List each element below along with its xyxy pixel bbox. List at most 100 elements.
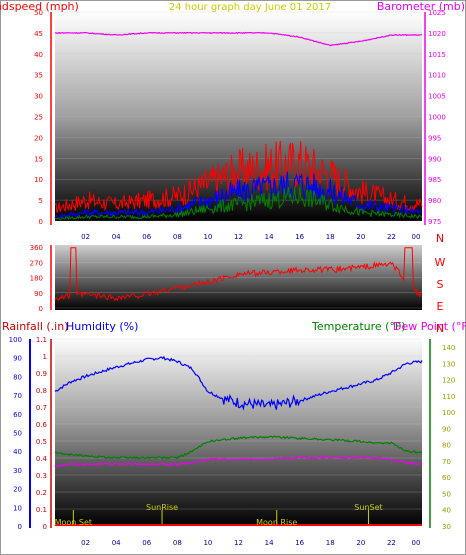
rainfall-tick-label: 0.1 (36, 506, 47, 514)
barometer-tick-label: 1000 (428, 114, 446, 122)
temperature-tick-label: 30 (442, 523, 451, 531)
rainfall-tick-label: 0 (43, 523, 47, 531)
bottom-series-line-blue (54, 355, 423, 411)
bottom-x-tick-label: 14 (265, 539, 274, 547)
top-x-tick-label: 20 (356, 233, 365, 241)
direction-tick-label: 270 (30, 259, 43, 267)
bottom-x-tick-label: 02 (81, 539, 90, 547)
windspeed-tick-label: 10 (34, 176, 43, 184)
windspeed-tick-label: 40 (34, 51, 43, 59)
humidity-tick-label: 30 (13, 467, 22, 475)
temperature-axis-label: Temperature (°F) (311, 320, 406, 333)
bottom-series-line-green (54, 435, 423, 460)
bottom-x-tick-label: 10 (203, 539, 212, 547)
event-label: SunRise (146, 503, 178, 512)
temperature-tick-label: 100 (442, 409, 455, 417)
humidity-tick-label: 10 (13, 504, 22, 512)
wind-series-line-green (54, 186, 423, 221)
top-x-tick-label: 14 (265, 233, 274, 241)
wind-series-line-red (54, 140, 423, 214)
barometer-tick-label: 980 (428, 197, 441, 205)
series-layer (54, 31, 423, 526)
barometer-tick-label: 975 (428, 218, 441, 226)
bottom-x-tick-label: 12 (234, 539, 243, 547)
direction-tick-label: 0 (39, 305, 43, 313)
top-x-tick-label: 02 (81, 233, 90, 241)
windspeed-axis-label: Windspeed (mph) (0, 0, 79, 13)
direction-tick-label: 180 (30, 275, 43, 283)
temperature-tick-label: 140 (442, 344, 455, 352)
rainfall-tick-label: 0.2 (36, 489, 47, 497)
grid-lines (29, 11, 431, 528)
temperature-tick-label: 120 (442, 377, 455, 385)
barometer-axis-label: Barometer (mb) (377, 0, 465, 13)
windspeed-tick-label: 45 (34, 30, 43, 38)
direction-tick-label: 360 (30, 244, 43, 252)
dewpoint-axis-label: Dew Point (°F) (393, 320, 466, 333)
barometer-tick-label: 985 (428, 176, 441, 184)
barometer-tick-label: 1025 (428, 9, 446, 17)
temperature-tick-label: 90 (442, 425, 451, 433)
bottom-series-line-magenta (54, 455, 423, 468)
event-label: SunSet (354, 503, 382, 512)
barometer-tick-label: 1020 (428, 30, 446, 38)
bottom-x-tick-label: 06 (142, 539, 151, 547)
rainfall-tick-label: 0.4 (36, 455, 48, 463)
rainfall-tick-label: 1 (43, 353, 47, 361)
temperature-tick-label: 40 (442, 507, 451, 515)
windspeed-tick-label: 0 (39, 218, 43, 226)
humidity-tick-label: 60 (13, 411, 22, 419)
humidity-tick-label: 100 (9, 336, 22, 344)
humidity-tick-label: 70 (13, 392, 22, 400)
top-x-tick-label: 16 (295, 233, 304, 241)
compass-label: N (436, 232, 444, 245)
bottom-x-tick-label: 00 (412, 539, 421, 547)
rainfall-axis-label: Rainfall (.in) (2, 320, 69, 333)
temperature-tick-label: 80 (442, 442, 451, 450)
top-x-tick-label: 22 (387, 233, 396, 241)
compass-label: S (437, 278, 444, 291)
top-x-tick-label: 12 (234, 233, 243, 241)
temperature-tick-label: 70 (442, 458, 451, 466)
top-x-tick-label: 18 (326, 233, 335, 241)
bottom-x-tick-label: 16 (295, 539, 304, 547)
humidity-tick-label: 0 (18, 523, 22, 531)
rainfall-tick-label: 0.5 (36, 438, 47, 446)
humidity-tick-label: 50 (13, 430, 22, 438)
barometer-tick-label: 1010 (428, 72, 446, 80)
compass-label: W (435, 256, 446, 269)
temperature-tick-label: 50 (442, 490, 451, 498)
event-label: Moon Set (55, 518, 92, 527)
top-x-tick-label: 00 (412, 233, 421, 241)
bottom-x-tick-label: 08 (173, 539, 182, 547)
temperature-tick-label: 130 (442, 360, 455, 368)
compass-label: N (436, 322, 444, 335)
rainfall-tick-label: 0.3 (36, 472, 47, 480)
humidity-tick-label: 20 (13, 486, 22, 494)
chart-title: 24 hour graph day June 01 2017 (169, 2, 331, 13)
humidity-tick-label: 40 (13, 448, 22, 456)
direction-series-line (54, 247, 423, 302)
rainfall-tick-label: 0.7 (36, 404, 47, 412)
temperature-tick-label: 60 (442, 474, 451, 482)
bottom-plot-area (55, 337, 422, 526)
direction-tick-label: 90 (34, 290, 43, 298)
compass-label: E (437, 300, 444, 313)
windspeed-tick-label: 35 (34, 72, 43, 80)
rainfall-tick-label: 0.8 (36, 387, 47, 395)
rainfall-tick-label: 0.9 (36, 370, 47, 378)
windspeed-tick-label: 25 (34, 114, 43, 122)
barometer-tick-label: 990 (428, 155, 441, 163)
rainfall-tick-label: 1.1 (36, 336, 47, 344)
windspeed-tick-label: 20 (34, 134, 43, 142)
rainfall-tick-label: 0.6 (36, 421, 48, 429)
top-x-tick-label: 10 (203, 233, 212, 241)
windspeed-tick-label: 50 (34, 9, 43, 17)
bottom-x-tick-label: 22 (387, 539, 396, 547)
barometer-tick-label: 1005 (428, 93, 446, 101)
humidity-tick-label: 90 (13, 355, 22, 363)
top-x-tick-label: 06 (142, 233, 151, 241)
humidity-tick-label: 80 (13, 373, 22, 381)
